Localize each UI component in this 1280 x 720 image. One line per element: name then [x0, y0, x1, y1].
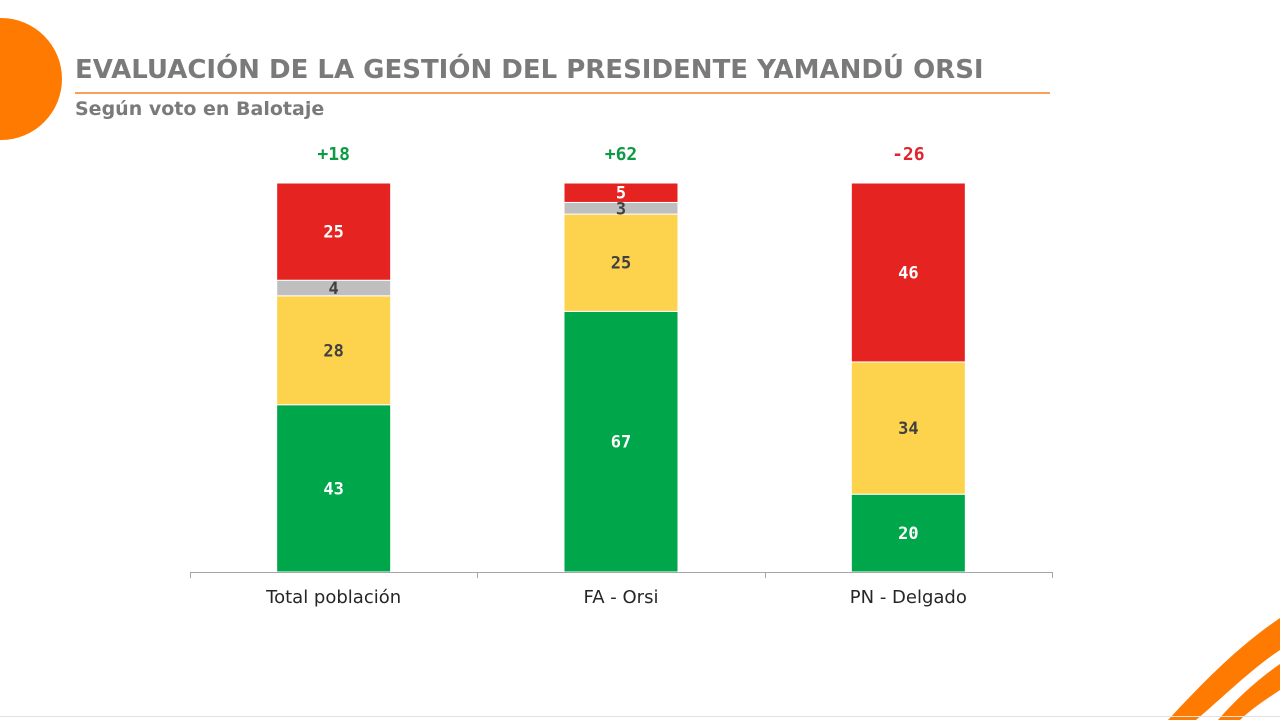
bar-segment-neutral [563, 213, 679, 312]
bar-segment-negative [850, 182, 966, 363]
data-label: 4 [329, 279, 339, 299]
data-label: 46 [898, 263, 918, 283]
data-label: 25 [323, 223, 343, 243]
x-axis [190, 572, 1053, 578]
bar-segment-positive [850, 493, 966, 573]
x-tick-label: Total población [265, 587, 401, 608]
net-score-label: -26 [892, 144, 925, 165]
data-label: 28 [323, 341, 343, 361]
bar-segment-neutral [850, 361, 966, 495]
decorative-swoosh [1168, 618, 1280, 720]
data-label: 67 [611, 433, 631, 453]
bar-segment-negative [563, 182, 679, 203]
net-score-label: +18 [317, 144, 350, 165]
bar-segment-positive [276, 404, 392, 573]
footer-rule [0, 716, 1280, 717]
labels-layer: 43 28 4 25 +18 Total población 67 25 35 +62 FA - O… [265, 144, 967, 608]
net-score-label: +62 [605, 144, 638, 165]
data-label: 3 [616, 199, 626, 219]
page-title: EVALUACIÓN DE LA GESTIÓN DEL PRESIDENTE … [75, 55, 984, 85]
data-label: 43 [323, 479, 343, 499]
bars-layer [276, 182, 966, 573]
data-label: 5 [616, 184, 626, 204]
bar-segment-positive [563, 310, 679, 573]
bar-segment-negative [276, 182, 392, 281]
title-divider [75, 92, 1050, 94]
data-label: 34 [898, 419, 918, 439]
page-subtitle: Según voto en Balotaje [75, 98, 325, 120]
x-tick-label: FA - Orsi [584, 587, 659, 608]
data-label: 25 [611, 254, 631, 274]
x-tick-label: PN - Delgado [850, 587, 967, 608]
data-label: 20 [898, 524, 918, 544]
bar-segment-neutral [276, 295, 392, 406]
